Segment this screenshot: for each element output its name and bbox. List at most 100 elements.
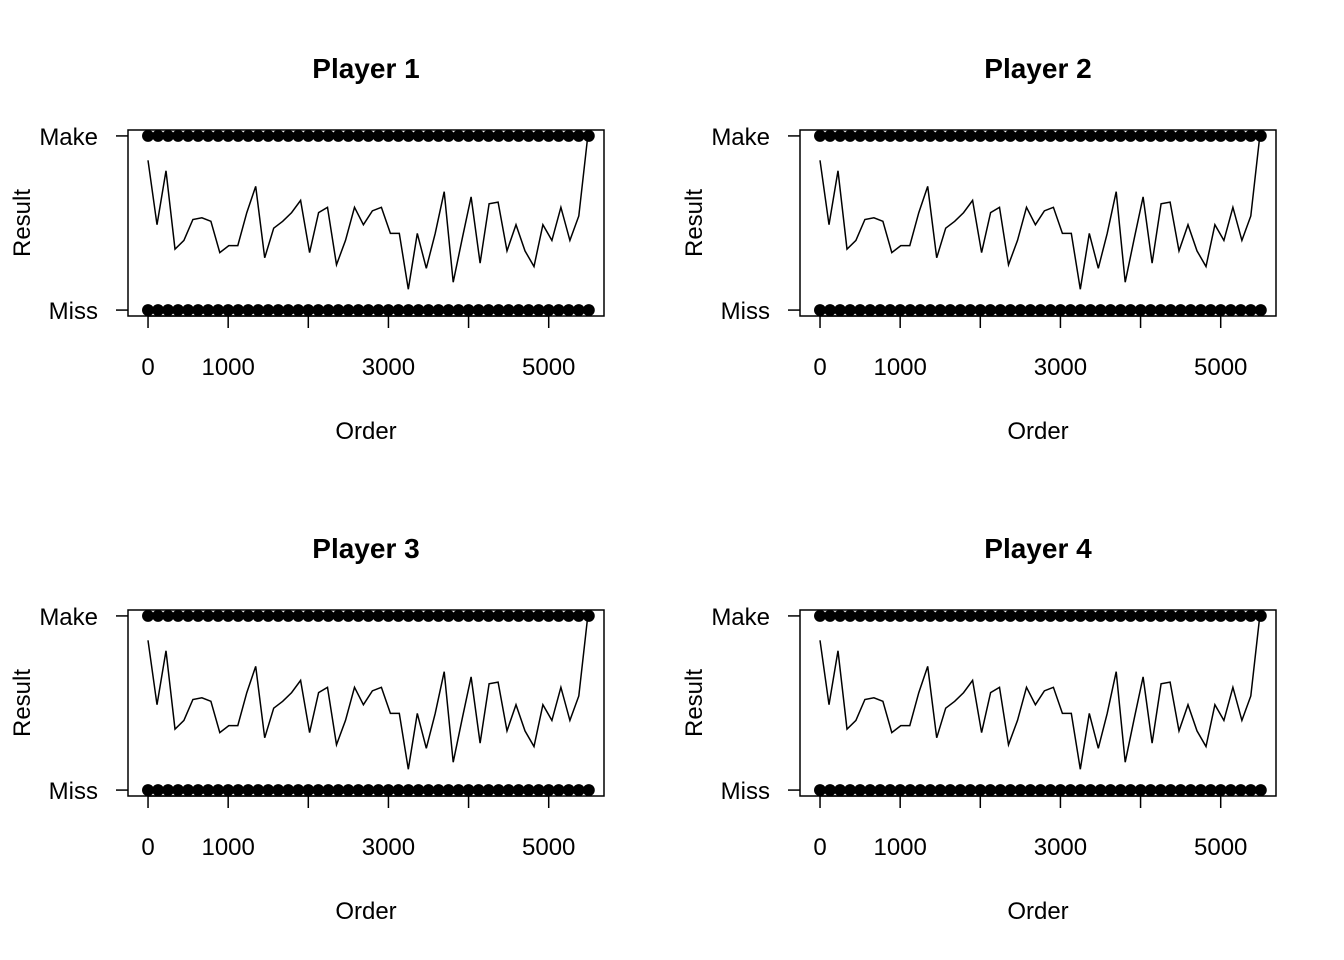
point xyxy=(242,609,255,622)
point xyxy=(422,784,435,797)
point xyxy=(182,609,195,622)
point xyxy=(914,304,927,317)
y-axis-label: Result xyxy=(681,189,708,257)
point xyxy=(904,784,917,797)
point xyxy=(212,609,225,622)
point xyxy=(1164,609,1177,622)
point xyxy=(492,304,505,317)
point xyxy=(1244,609,1257,622)
point xyxy=(1044,784,1057,797)
plot-frame xyxy=(127,609,605,797)
point xyxy=(984,129,997,142)
point xyxy=(222,784,235,797)
point xyxy=(1144,304,1157,317)
point xyxy=(894,304,907,317)
point xyxy=(944,129,957,142)
point xyxy=(824,609,837,622)
point xyxy=(242,129,255,142)
point xyxy=(1004,304,1017,317)
point xyxy=(1194,784,1207,797)
point xyxy=(472,304,485,317)
point xyxy=(924,609,937,622)
point xyxy=(382,609,395,622)
point xyxy=(1124,304,1137,317)
point xyxy=(582,129,595,142)
point xyxy=(1024,304,1037,317)
point xyxy=(1044,129,1057,142)
point xyxy=(1064,784,1077,797)
point xyxy=(1214,129,1227,142)
x-tick-label: 5000 xyxy=(1194,354,1247,381)
point xyxy=(834,304,847,317)
point xyxy=(1214,304,1227,317)
point xyxy=(864,609,877,622)
point xyxy=(844,784,857,797)
point xyxy=(1124,609,1137,622)
point xyxy=(1034,304,1047,317)
point xyxy=(824,304,837,317)
point xyxy=(1054,784,1067,797)
point xyxy=(362,609,375,622)
point xyxy=(302,304,315,317)
point xyxy=(312,784,325,797)
point xyxy=(934,609,947,622)
point xyxy=(924,129,937,142)
point xyxy=(1144,784,1157,797)
y-axis-label: Result xyxy=(9,669,36,737)
point xyxy=(162,129,175,142)
point xyxy=(1204,304,1217,317)
point xyxy=(162,609,175,622)
point xyxy=(372,609,385,622)
line xyxy=(147,615,589,770)
point xyxy=(292,609,305,622)
point xyxy=(1064,304,1077,317)
point xyxy=(282,304,295,317)
point xyxy=(262,609,275,622)
point xyxy=(1084,304,1097,317)
point xyxy=(954,784,967,797)
point xyxy=(994,784,1007,797)
chart-title: Player 1 xyxy=(312,53,419,84)
y-tick-label: Miss xyxy=(49,298,98,325)
point xyxy=(894,129,907,142)
point xyxy=(814,304,827,317)
point xyxy=(1244,784,1257,797)
point xyxy=(582,784,595,797)
point xyxy=(984,304,997,317)
point xyxy=(302,784,315,797)
point xyxy=(1094,304,1107,317)
point xyxy=(1034,784,1047,797)
point xyxy=(1214,609,1227,622)
point xyxy=(1044,609,1057,622)
point xyxy=(1154,784,1167,797)
point xyxy=(142,304,155,317)
point xyxy=(272,304,285,317)
point xyxy=(472,129,485,142)
point xyxy=(814,129,827,142)
point xyxy=(1004,609,1017,622)
y-tick-label: Make xyxy=(711,604,770,631)
point xyxy=(1024,609,1037,622)
point xyxy=(884,609,897,622)
point xyxy=(222,609,235,622)
point xyxy=(192,609,205,622)
point xyxy=(1224,784,1237,797)
point xyxy=(392,304,405,317)
point xyxy=(944,784,957,797)
point xyxy=(944,609,957,622)
point xyxy=(172,609,185,622)
point xyxy=(1024,784,1037,797)
point xyxy=(1174,304,1187,317)
point xyxy=(542,609,555,622)
point xyxy=(392,784,405,797)
x-tick-label: 3000 xyxy=(362,834,415,861)
point xyxy=(492,609,505,622)
point xyxy=(924,784,937,797)
point xyxy=(522,129,535,142)
point xyxy=(402,129,415,142)
point xyxy=(142,609,155,622)
point xyxy=(1054,304,1067,317)
point xyxy=(974,609,987,622)
point xyxy=(824,784,837,797)
point xyxy=(172,129,185,142)
